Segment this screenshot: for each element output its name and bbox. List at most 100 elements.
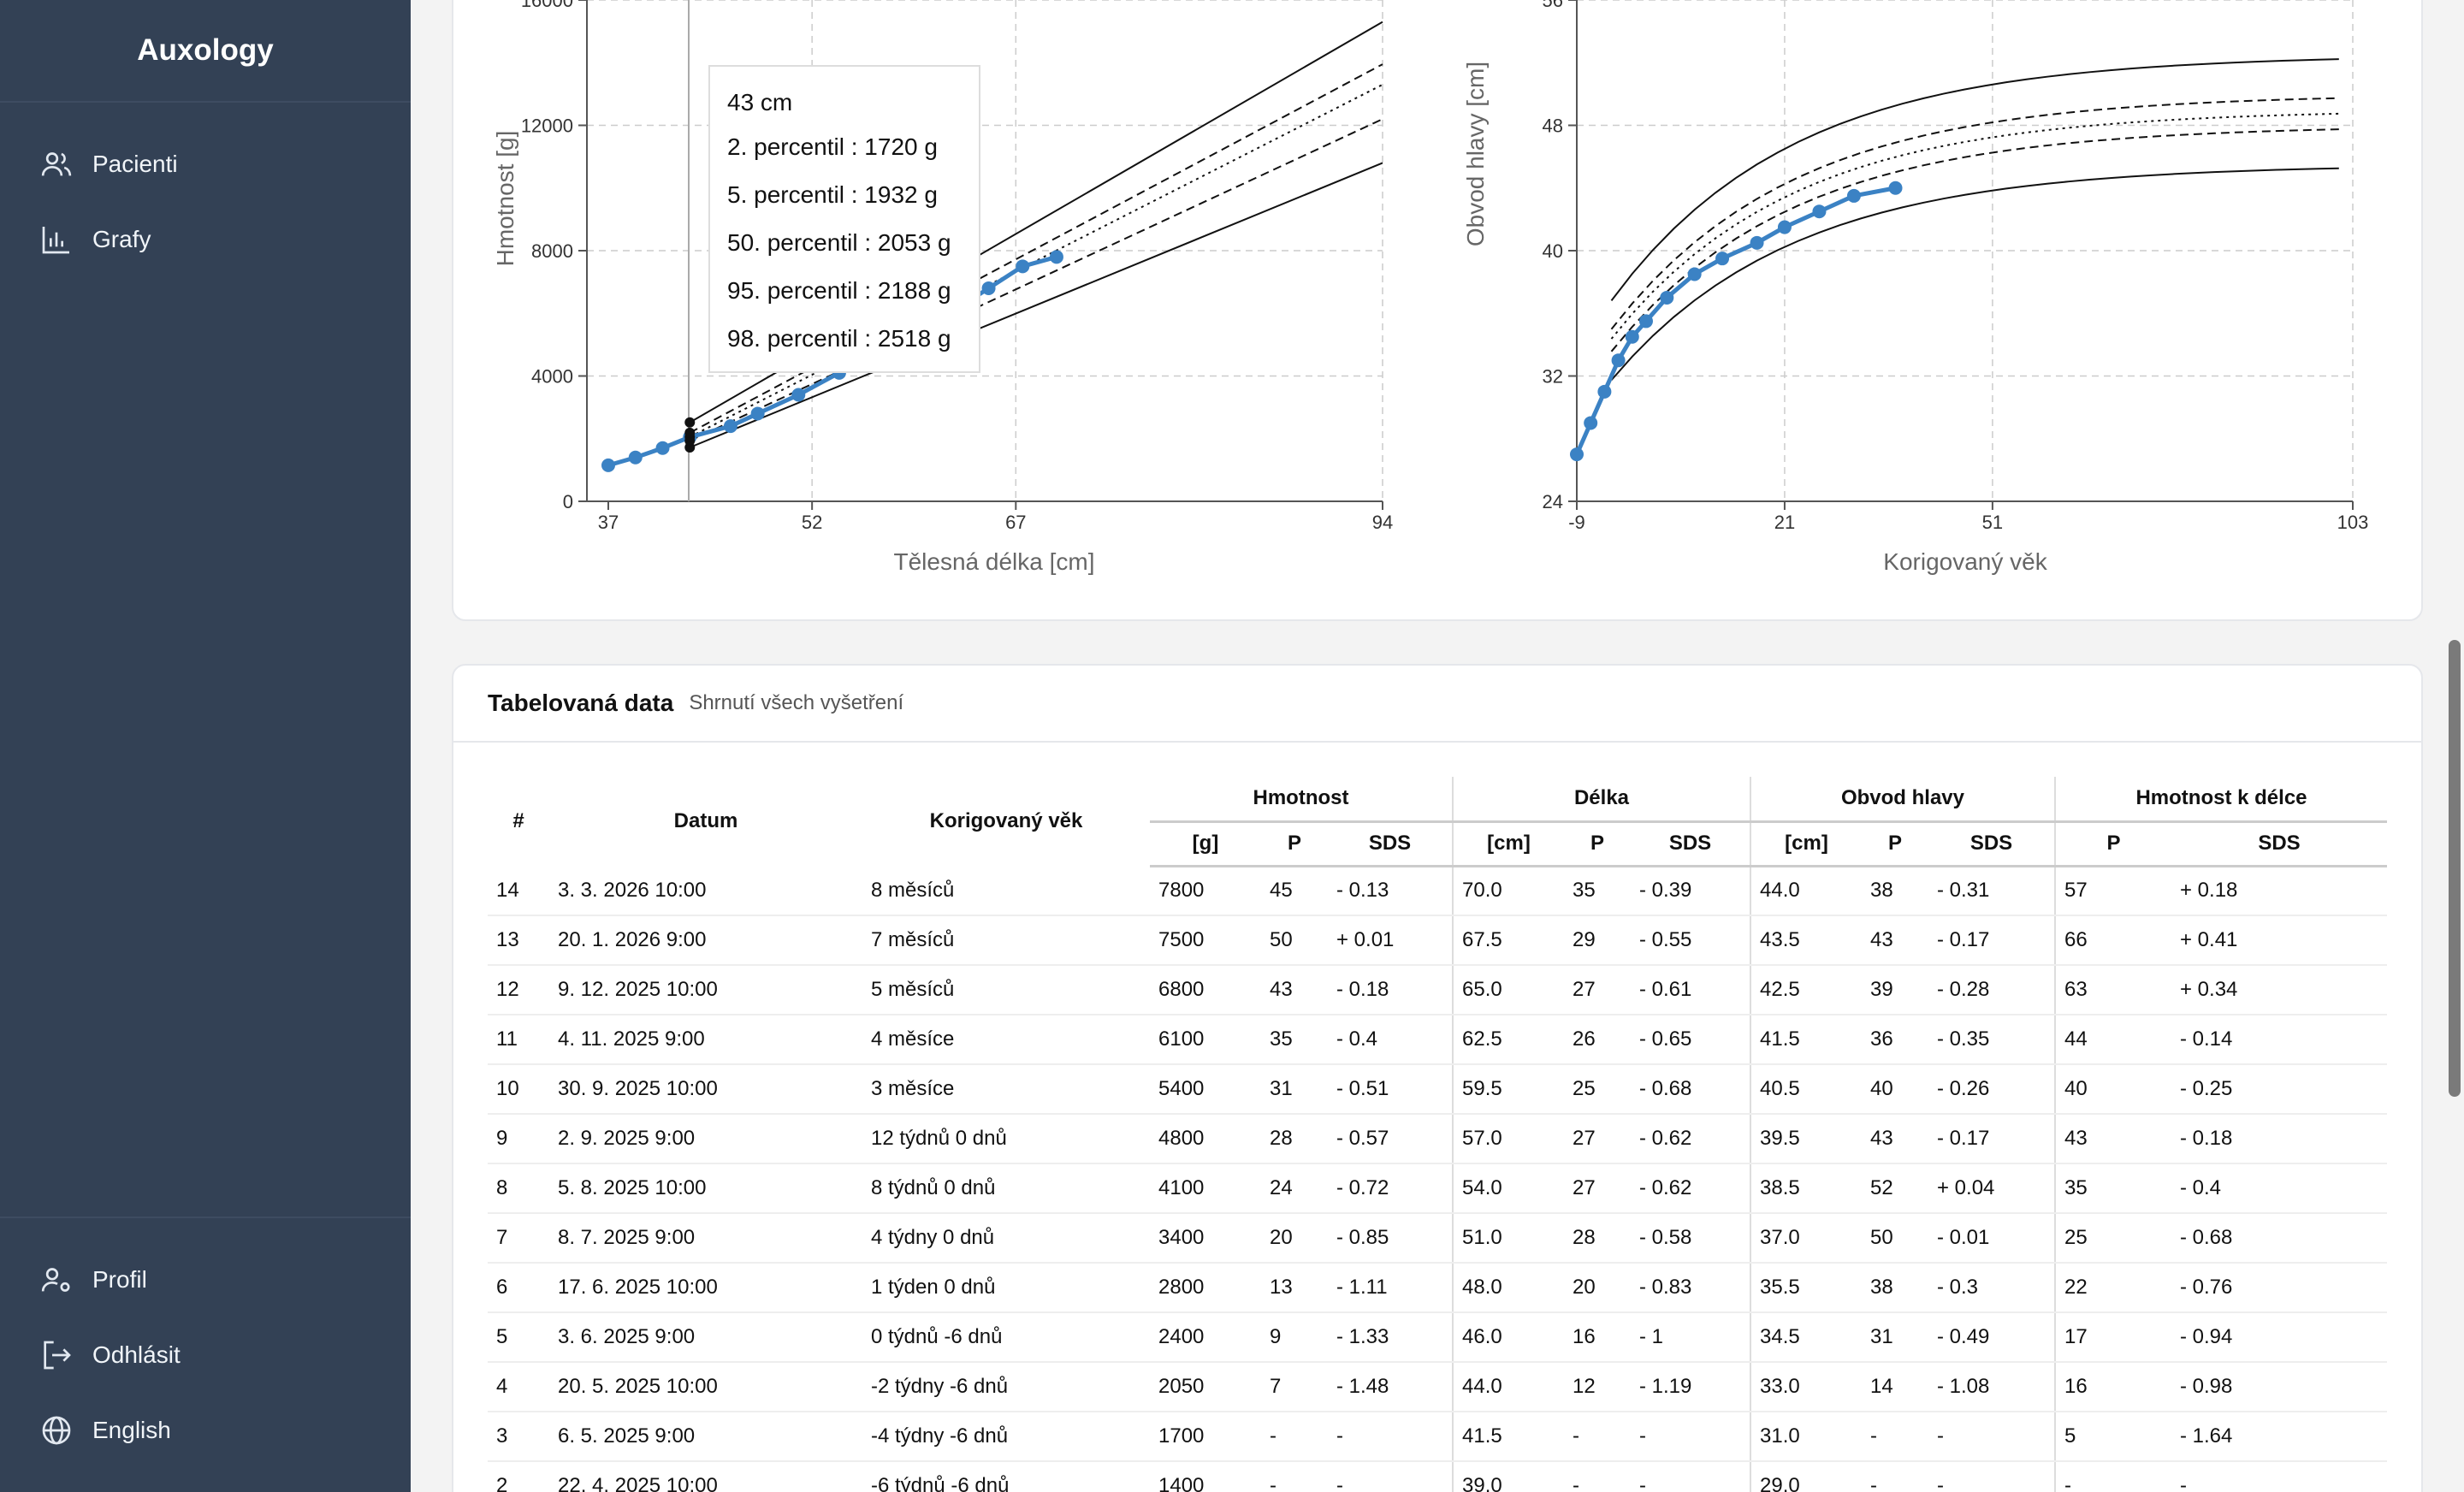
table-cell: 62.5 (1452, 1015, 1564, 1065)
table-cell: 17 (2054, 1312, 2171, 1363)
table-cell: - 0.61 (1631, 965, 1750, 1015)
table-cell: - 0.18 (1328, 965, 1453, 1015)
table-cell: 8 týdnů 0 dnů (862, 1163, 1150, 1214)
col-group-weight: Hmotnost (1150, 777, 1453, 823)
table-cell: 70.0 (1452, 866, 1564, 916)
table-cell: 26 (1564, 1015, 1631, 1065)
table-cell: 40 (2054, 1064, 2171, 1115)
y-tick-label: 0 (563, 491, 573, 512)
tooltip-title: 43 cm (727, 89, 793, 115)
percentile-line (1610, 167, 2339, 381)
table-row: 13 20. 1. 2026 9:00 7 měsíců 7500 50 + 0.01 67… (488, 915, 2387, 966)
data-point[interactable] (1812, 204, 1827, 219)
table-cell: 31 (1862, 1312, 1928, 1363)
table-cell: - 0.14 (2171, 1015, 2387, 1065)
table-cell: - 0.28 (1928, 965, 2055, 1015)
table-row: 8 5. 8. 2025 10:00 8 týdnů 0 dnů 4100 24- 0.… (488, 1163, 2387, 1214)
table-cell: - (2054, 1461, 2171, 1492)
data-point[interactable] (981, 281, 996, 295)
table-cell: 20. 1. 2026 9:00 (549, 915, 862, 966)
table-row: 9 2. 9. 2025 9:00 12 týdnů 0 dnů 4800 28- 0.… (488, 1114, 2387, 1164)
table-cell: 22. 4. 2025 10:00 (549, 1461, 862, 1492)
data-point[interactable] (601, 458, 615, 472)
table-cell: 67.5 (1452, 915, 1564, 966)
data-point[interactable] (1584, 416, 1598, 430)
data-point[interactable] (1777, 220, 1792, 234)
data-point[interactable] (1715, 252, 1730, 266)
x-tick-label: -9 (1568, 512, 1585, 533)
table-cell: 2800 (1150, 1263, 1261, 1313)
table-row: 14 3. 3. 2026 10:00 8 měsíců 7800 45- 0.13 70… (488, 866, 2387, 916)
table-cell: - 0.35 (1928, 1015, 2055, 1065)
data-point[interactable] (1570, 447, 1584, 462)
sidebar-item-logout[interactable]: Odhlásit (39, 1338, 181, 1372)
data-point[interactable] (1750, 235, 1764, 250)
table-cell: - 0.76 (2171, 1263, 2387, 1313)
table-cell: 3400 (1150, 1213, 1261, 1264)
table-cell: 16 (1564, 1312, 1631, 1363)
app-title: Auxology (0, 0, 411, 103)
data-point[interactable] (750, 406, 765, 421)
table-cell: - 0.72 (1328, 1163, 1453, 1214)
table-cell: 29 (1564, 915, 1631, 966)
data-point[interactable] (1638, 314, 1653, 329)
table-cell: -2 týdny -6 dnů (862, 1362, 1150, 1412)
table-cell: 2400 (1150, 1312, 1261, 1363)
table-cell: 14 (1862, 1362, 1928, 1412)
data-point[interactable] (655, 441, 670, 455)
table-cell: 6800 (1150, 965, 1261, 1015)
table-row: 7 8. 7. 2025 9:00 4 týdny 0 dnů 3400 20- 0.8… (488, 1213, 2387, 1264)
table-cell: 52 (1862, 1163, 1928, 1214)
x-tick-label: 21 (1774, 512, 1795, 533)
table-cell: - 0.98 (2171, 1362, 2387, 1412)
y-tick-label: 4000 (531, 366, 573, 388)
table-cell: 4 týdny 0 dnů (862, 1213, 1150, 1264)
x-tick-label: 51 (1982, 512, 2003, 533)
table-cell: 16 (2054, 1362, 2171, 1412)
table-cell: 31 (1261, 1064, 1328, 1115)
logout-icon (44, 1341, 71, 1370)
table-row: 6 17. 6. 2025 10:00 1 týden 0 dnů 2800 13- 1… (488, 1263, 2387, 1313)
y-tick-label: 56 (1543, 0, 1563, 11)
sidebar-item-grafy[interactable]: Grafy (39, 222, 151, 257)
table-cell: - 0.65 (1631, 1015, 1750, 1065)
scrollbar-thumb[interactable] (2449, 640, 2461, 1097)
col-weight-sds: SDS (1328, 821, 1453, 867)
col-group-wfl: Hmotnost k délce (2054, 777, 2387, 823)
table-header: Tabelovaná data Shrnutí všech vyšetření (453, 666, 2421, 743)
table-cell: - (1928, 1412, 2055, 1462)
data-point[interactable] (1660, 290, 1674, 305)
table-cell: 5 měsíců (862, 965, 1150, 1015)
data-point[interactable] (1888, 181, 1903, 195)
data-point[interactable] (791, 388, 806, 402)
data-point[interactable] (723, 419, 737, 434)
table-cell: - (1631, 1461, 1750, 1492)
table-cell: 38 (1862, 866, 1928, 916)
data-point[interactable] (1625, 329, 1639, 344)
sidebar-item-language[interactable]: English (39, 1413, 171, 1448)
user-settings-icon (41, 1268, 70, 1292)
data-point[interactable] (1687, 267, 1702, 281)
data-point[interactable] (1597, 384, 1612, 399)
data-point[interactable] (1611, 353, 1626, 368)
table-row: 3 6. 5. 2025 9:00 -4 týdny -6 dnů 1700- -41.… (488, 1412, 2387, 1462)
data-point[interactable] (1016, 259, 1030, 274)
percentile-line (1610, 128, 2339, 352)
table-cell: - (2171, 1461, 2387, 1492)
table-cell: 57.0 (1452, 1114, 1564, 1164)
table-cell: 1 týden 0 dnů (862, 1263, 1150, 1313)
data-point[interactable] (628, 450, 643, 465)
table-cell: 0 týdnů -6 dnů (862, 1312, 1150, 1363)
table-cell: - 0.58 (1631, 1213, 1750, 1264)
table-cell: 27 (1564, 1114, 1631, 1164)
sidebar-item-pacienti[interactable]: Pacienti (39, 147, 178, 181)
table-cell: 50 (1862, 1213, 1928, 1264)
col-group-head: Obvod hlavy (1750, 777, 2055, 823)
sidebar-item-profil[interactable]: Profil (39, 1263, 147, 1297)
data-point[interactable] (1049, 250, 1063, 264)
x-tick-label: 67 (1005, 512, 1026, 533)
data-point[interactable] (1846, 188, 1861, 203)
table-cell: + 0.41 (2171, 915, 2387, 966)
table-cell: 35 (1261, 1015, 1328, 1065)
bar-chart-icon (42, 227, 69, 254)
